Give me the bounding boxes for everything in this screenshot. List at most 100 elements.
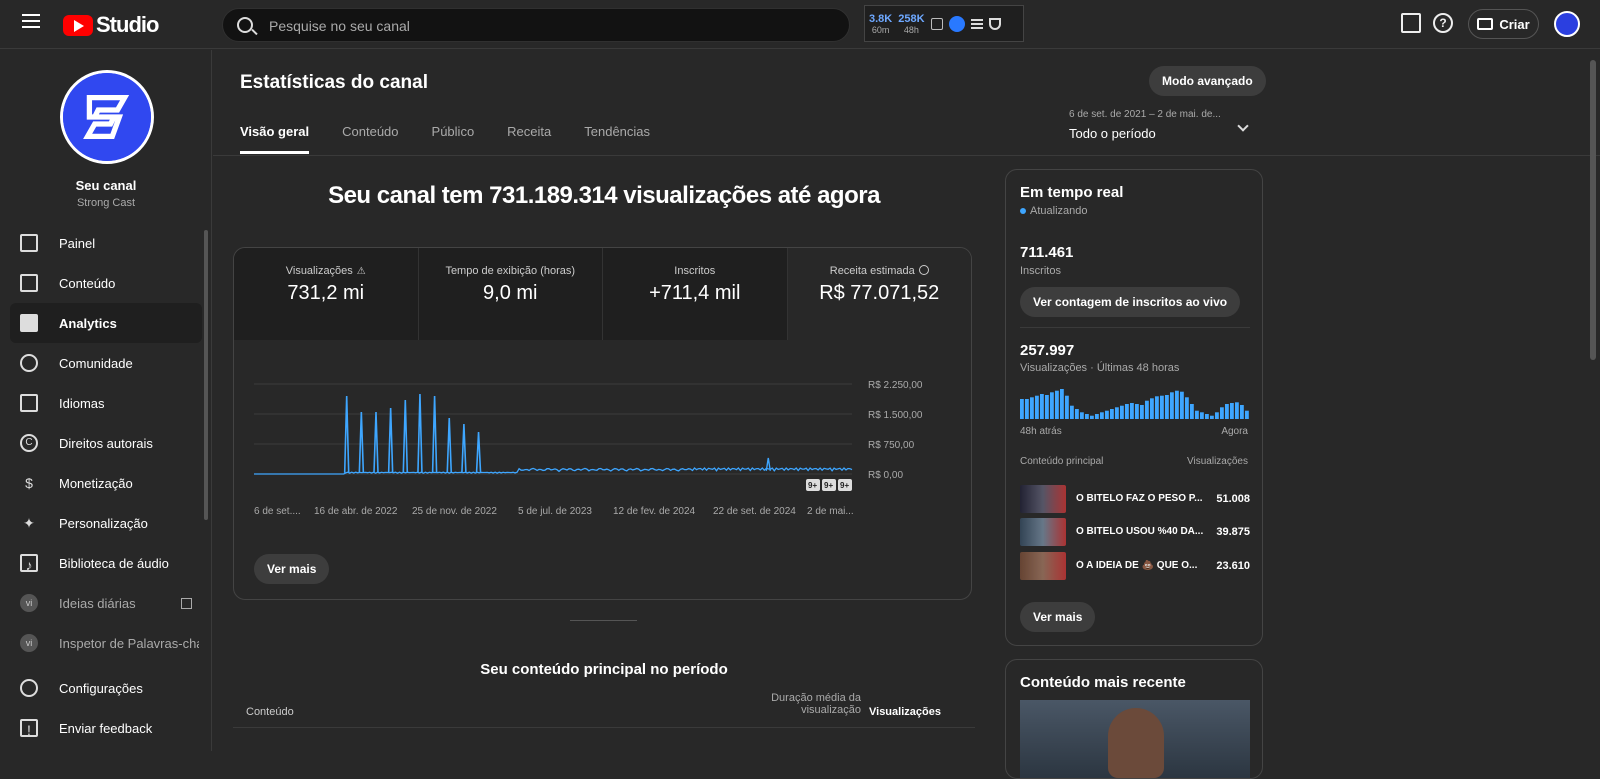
sidebar-item-biblioteca-audio[interactable]: ♪ Biblioteca de áudio: [10, 543, 202, 583]
main-scrollbar[interactable]: [1590, 60, 1596, 360]
hourly-bar: [1025, 399, 1029, 419]
column-avg-duration[interactable]: Duração média da visualização: [771, 692, 861, 716]
video-title: O BITELO FAZ O PESO P...: [1076, 493, 1203, 504]
metric-label: Inscritos: [674, 265, 716, 277]
column-views[interactable]: Visualizações: [869, 706, 941, 718]
channel-views-headline: Seu canal tem 731.189.314 visualizações …: [328, 182, 880, 209]
sidebar-item-idiomas[interactable]: Idiomas: [10, 383, 202, 423]
chart-icon[interactable]: [930, 17, 943, 30]
list-item[interactable]: O BITELO USOU %40 DA... 39.875: [1020, 516, 1250, 547]
overview-card: Visualizações ⚠ 731,2 mi Tempo de exibiçã…: [233, 247, 972, 600]
hourly-bar: [1240, 405, 1244, 419]
hourly-bar: [1065, 395, 1069, 419]
see-more-button[interactable]: Ver mais: [254, 554, 330, 584]
extension-logo-icon[interactable]: [948, 15, 965, 32]
recent-video-thumbnail[interactable]: [1020, 700, 1250, 778]
date-range-picker[interactable]: 6 de set. de 2021 – 2 de mai. de... Todo…: [1069, 109, 1249, 141]
x-tick-label: 22 de set. de 2024: [713, 506, 796, 517]
list-item[interactable]: Ó A IDEIA DE 💩 QUE O... 23.610: [1020, 550, 1250, 581]
realtime-status-text: Atualizando: [1030, 205, 1088, 217]
metric-value: 731,2 mi: [287, 282, 365, 304]
axis-label-start: 48h atrás: [1020, 426, 1062, 437]
sidebar-item-configuracoes[interactable]: Configurações: [10, 668, 202, 708]
revenue-spike: [446, 417, 453, 473]
tab-publico[interactable]: Público: [431, 124, 475, 139]
video-views: 39.875: [1216, 525, 1250, 538]
annotation-badge-label: 9+: [808, 481, 817, 490]
sidebar-item-painel[interactable]: Painel: [10, 223, 202, 263]
channel-avatar[interactable]: [60, 70, 154, 164]
hourly-bar: [1245, 410, 1249, 419]
annotation-badge-label: 9+: [824, 481, 833, 490]
sidebar-item-monetizacao[interactable]: $ Monetização: [10, 463, 202, 503]
metric-revenue[interactable]: Receita estimada R$ 77.071,52: [787, 248, 972, 340]
revenue-chart[interactable]: R$ 2.250,00 R$ 1.500,00 R$ 750,00 R$ 0,00 9+…: [234, 358, 971, 558]
settings-gear-icon: [20, 679, 38, 697]
feedback-message-icon[interactable]: [1401, 13, 1421, 33]
tab-receita[interactable]: Receita: [507, 124, 552, 139]
hourly-bar: [1135, 404, 1139, 419]
hourly-bar: [1185, 397, 1189, 419]
metric-label: Receita estimada: [788, 265, 972, 277]
metric-subscribers[interactable]: Inscritos +711,4 mil: [603, 248, 788, 340]
sidebar-scrollbar[interactable]: [204, 230, 208, 520]
tab-visao-geral[interactable]: Visão geral: [240, 124, 310, 154]
realtime-see-more-button[interactable]: Ver mais: [1020, 602, 1096, 632]
help-icon[interactable]: ?: [1433, 13, 1453, 33]
x-tick-label: 12 de fev. de 2024: [613, 506, 696, 517]
clock-icon: [918, 265, 929, 275]
hourly-bar: [1110, 409, 1114, 419]
hourly-bar: [1070, 405, 1074, 419]
hourly-bar: [1080, 412, 1084, 419]
magic-wand-icon: ✦: [23, 515, 35, 531]
metric-label: Visualizações ⚠: [234, 265, 418, 277]
realtime-title: Em tempo real: [1020, 184, 1124, 201]
hourly-bar: [1100, 412, 1104, 419]
tab-conteudo[interactable]: Conteúdo: [342, 124, 399, 139]
hourly-bar: [1020, 399, 1024, 419]
studio-logo[interactable]: Studio: [63, 12, 159, 38]
hourly-bar: [1060, 389, 1064, 419]
sidebar-item-comunidade[interactable]: Comunidade: [10, 343, 202, 383]
sidebar-item-label: Personalização: [59, 515, 148, 531]
account-avatar[interactable]: [1554, 11, 1580, 37]
search-bar[interactable]: [222, 8, 850, 42]
hourly-bar: [1220, 407, 1224, 419]
extension-toolbar[interactable]: 3.8K 60m 258K 48h: [864, 5, 1024, 42]
metric-tabs: Visualizações ⚠ 731,2 mi Tempo de exibiçã…: [234, 248, 971, 340]
revenue-spike: [373, 411, 379, 473]
sidebar-item-ideias-diarias[interactable]: vi Ideias diárias: [10, 583, 202, 623]
hourly-bar: [1140, 405, 1144, 419]
revenue-spike: [765, 457, 771, 471]
sidebar-item-analytics[interactable]: Analytics: [10, 303, 202, 343]
create-button[interactable]: Criar: [1468, 9, 1539, 39]
realtime-subscribers-label: Inscritos: [1020, 265, 1061, 277]
search-input[interactable]: [269, 15, 829, 37]
metric-views[interactable]: Visualizações ⚠ 731,2 mi: [234, 248, 419, 340]
video-thumbnail: [1020, 517, 1066, 546]
list-icon[interactable]: [970, 18, 983, 29]
sidebar-item-label: Idiomas: [59, 395, 105, 411]
sidebar-item-direitos-autorais[interactable]: C Direitos autorais: [10, 423, 202, 463]
y-tick-label: R$ 1.500,00: [868, 410, 923, 421]
tabs-divider: [213, 155, 1600, 156]
hourly-bar: [1225, 404, 1229, 419]
sidebar-item-inspetor-palavras[interactable]: vi Inspetor de Palavras-chav: [10, 623, 202, 663]
live-subscriber-count-button[interactable]: Ver contagem de inscritos ao vivo: [1020, 287, 1241, 317]
ext-stat-value: 3.8K: [869, 12, 893, 25]
revenue-spike: [387, 407, 394, 473]
hourly-bar: [1190, 404, 1194, 419]
sidebar-item-personalizacao[interactable]: ✦ Personalização: [10, 503, 202, 543]
sidebar-item-enviar-feedback[interactable]: ! Enviar feedback: [10, 708, 202, 748]
list-item[interactable]: O BITELO FAZ O PESO P... 51.008: [1020, 483, 1250, 514]
trophy-icon[interactable]: [988, 17, 1001, 30]
hourly-views-chart[interactable]: [1020, 389, 1250, 419]
metric-watch-time[interactable]: Tempo de exibição (horas) 9,0 mi: [418, 248, 603, 340]
metric-value: +711,4 mil: [649, 282, 741, 304]
menu-icon[interactable]: [22, 14, 40, 28]
hourly-bar: [1230, 403, 1234, 419]
advanced-mode-button[interactable]: Modo avançado: [1149, 66, 1266, 96]
hourly-bar: [1150, 398, 1154, 419]
tab-tendencias[interactable]: Tendências: [584, 124, 651, 139]
sidebar-item-conteudo[interactable]: Conteúdo: [10, 263, 202, 303]
